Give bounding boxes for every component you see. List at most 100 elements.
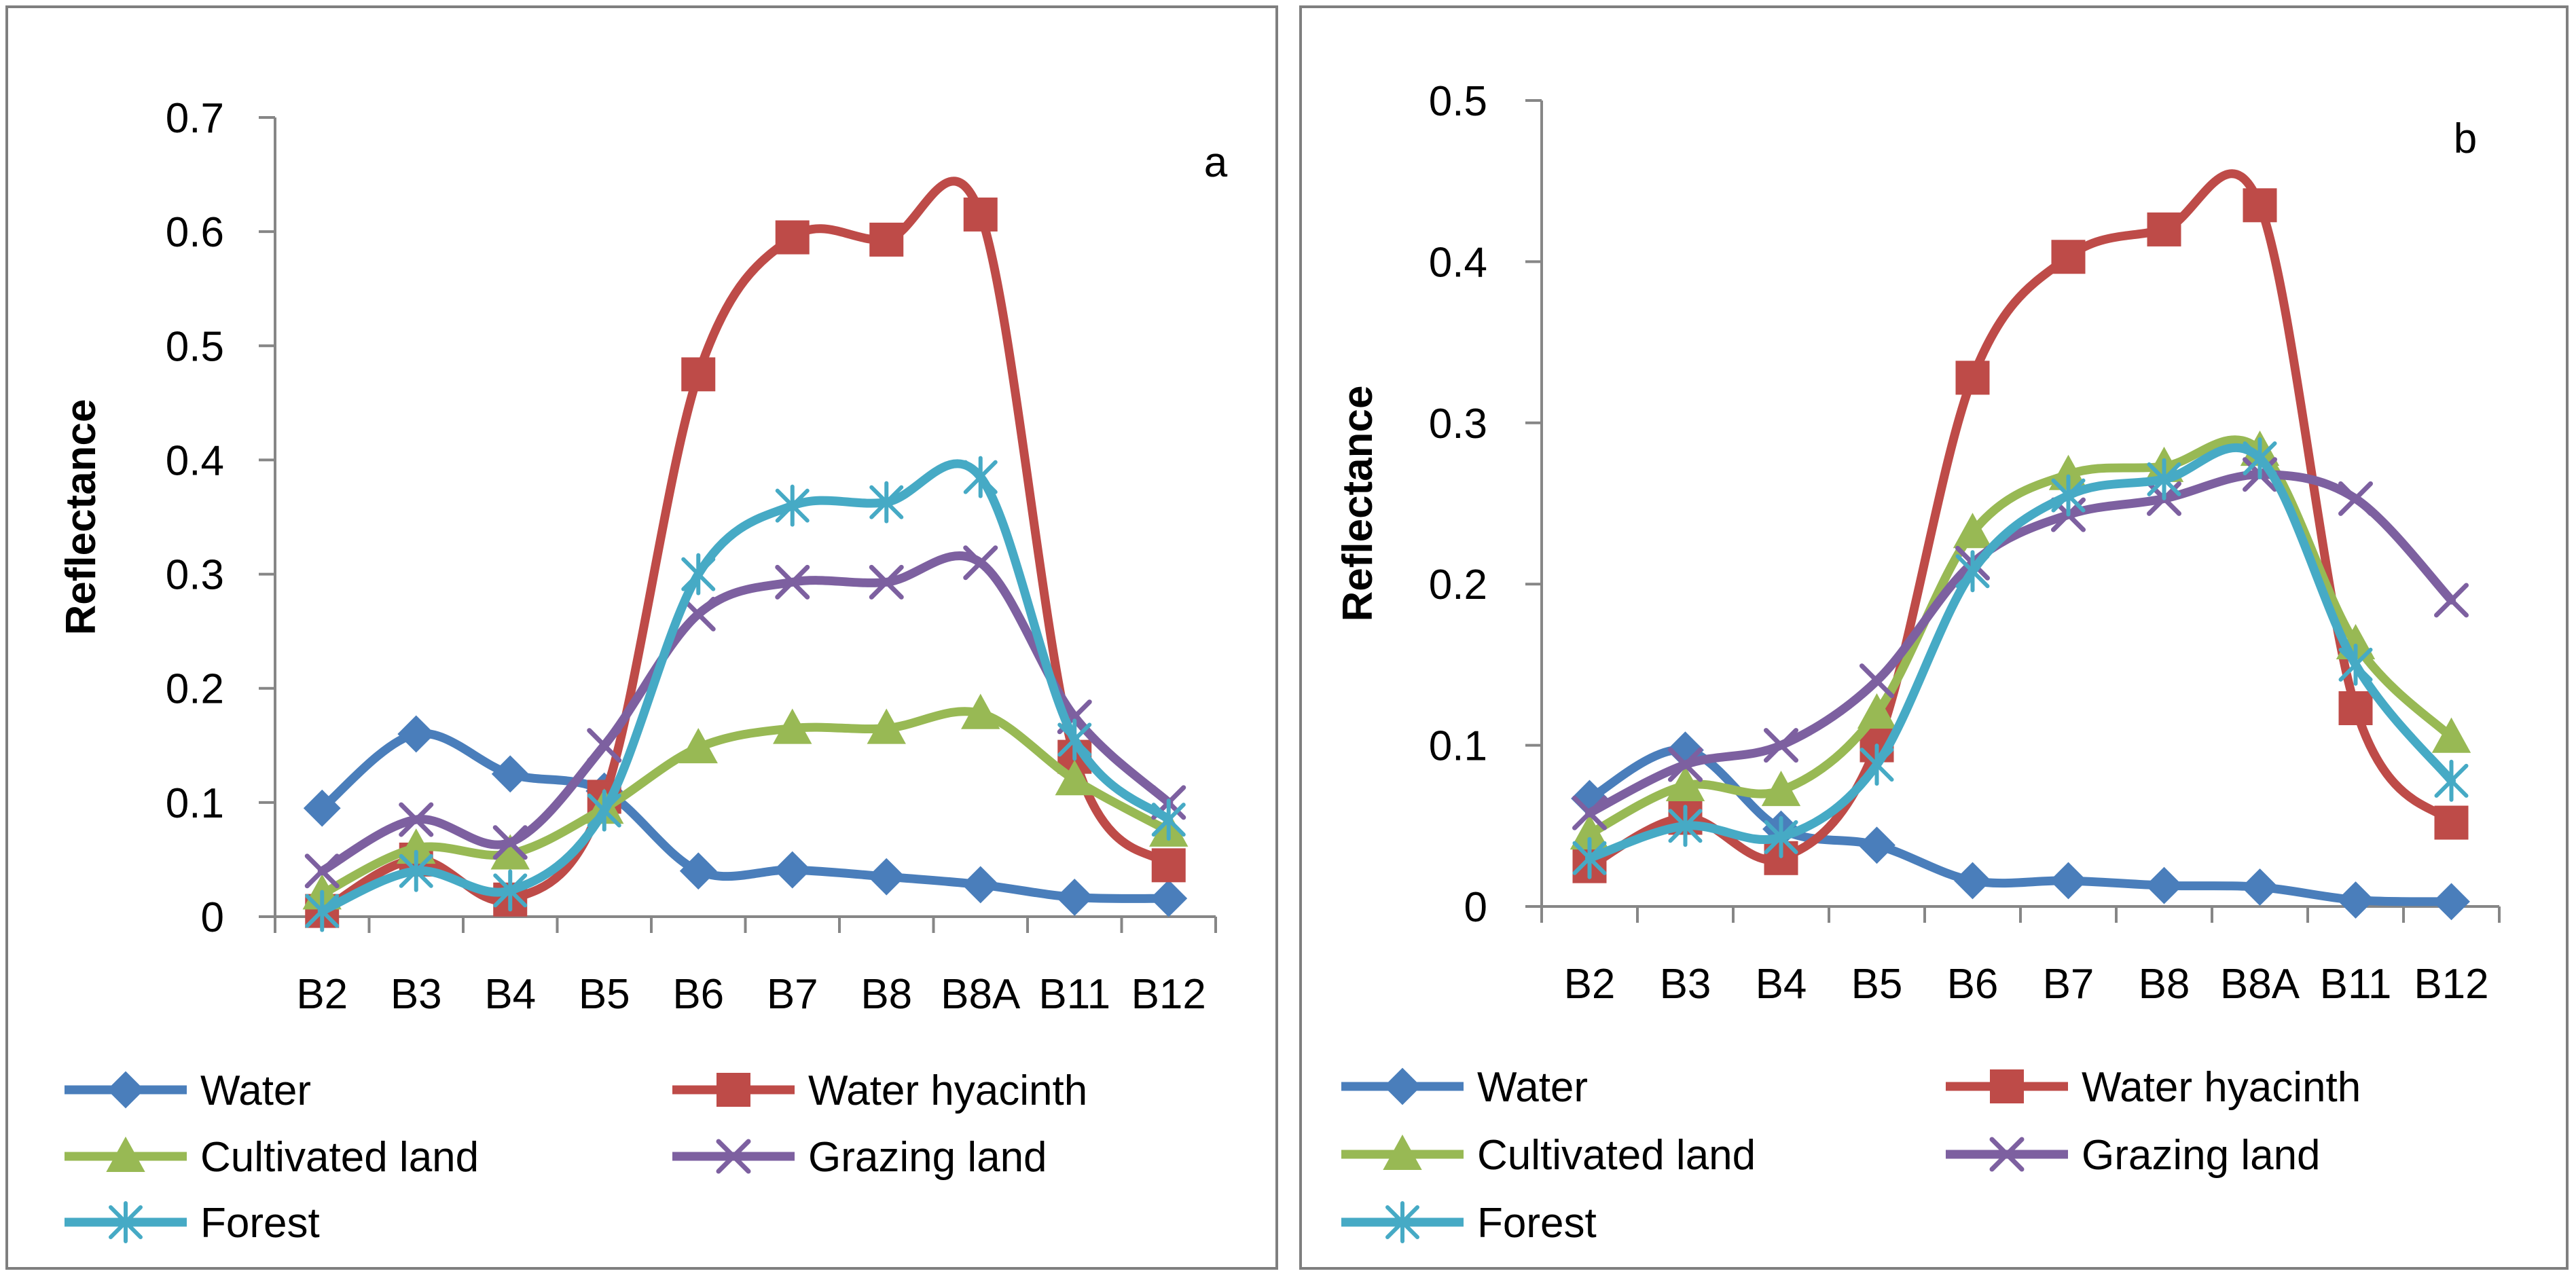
data-point-water: [2241, 868, 2279, 906]
data-point-cultivated-land: [1953, 513, 1993, 549]
legend-marker-grazing-land: [1989, 1137, 2025, 1172]
series-line-cultivated-land: [1585, 435, 2456, 839]
data-point-water: [2433, 883, 2470, 921]
legend-item-water: Water: [65, 1067, 311, 1114]
x-tick-label: B5: [1851, 961, 1903, 1008]
legend-item-forest: Forest: [1341, 1200, 1597, 1247]
x-tick-label: B8A: [941, 971, 1021, 1018]
data-point-water: [1150, 879, 1188, 917]
x-tick-label: B4: [1756, 961, 1807, 1008]
data-point-forest: [963, 456, 998, 498]
legend: Water Water hyacinth Cultivated land Grazin…: [65, 1067, 1087, 1247]
data-point-water-hyacinth: [963, 197, 998, 232]
data-point-water: [303, 789, 341, 827]
x-tick-label: B8: [2139, 961, 2190, 1008]
x-tick-label: B12: [2414, 961, 2488, 1008]
data-point-water-hyacinth: [681, 357, 716, 392]
data-point-cultivated-land: [1857, 693, 1897, 729]
data-point-cultivated-land: [867, 708, 906, 744]
data-point-forest: [1668, 805, 1703, 847]
y-tick-label: 0.5: [166, 323, 224, 370]
legend-marker-cultivated-land: [106, 1136, 145, 1172]
x-tick-label: B8: [860, 971, 912, 1018]
data-point-forest: [2147, 458, 2181, 500]
data-point-water: [679, 852, 717, 890]
y-tick-label: 0.1: [1429, 723, 1487, 770]
data-point-water: [1055, 879, 1093, 916]
legend-marker-forest: [109, 1201, 143, 1243]
panel-a: 0 0.1 0.2 0.3 0.4 0.5 0.6 0.7 B2 B3 B4 B5 B6 B7 B8 B8A B…: [5, 5, 1278, 1270]
series-line-water: [317, 729, 1174, 903]
y-tick-label: 0.2: [1429, 562, 1487, 608]
x-tick-label: B2: [296, 971, 348, 1018]
legend-label: Forest: [1477, 1200, 1597, 1247]
legend-marker-water: [107, 1071, 145, 1109]
data-point-water-hyacinth: [2338, 691, 2373, 725]
data-point-grazing-land: [963, 545, 998, 581]
data-point-cultivated-land: [678, 728, 718, 764]
data-point-forest: [1955, 550, 1990, 593]
data-point-grazing-land: [304, 854, 340, 889]
data-point-grazing-land: [1668, 747, 1703, 782]
legend-item-grazing-land: Grazing land: [672, 1134, 1047, 1181]
data-point-forest: [587, 789, 621, 832]
data-point-water: [2337, 881, 2374, 919]
data-point-water: [397, 715, 435, 753]
data-point-grazing-land: [1572, 795, 1607, 830]
data-point-water: [1954, 862, 1991, 900]
x-tick-label: B12: [1131, 971, 1206, 1018]
y-tick-label: 0: [201, 894, 224, 941]
x-tick-label: B6: [672, 971, 724, 1018]
legend-marker-cultivated-land: [1383, 1134, 1422, 1170]
panel-b: 0 0.1 0.2 0.3 0.4 0.5 B2 B3 B4 B5 B6 B7 B8 B8A B11 B12 R…: [1299, 5, 2569, 1270]
x-tick-label: B6: [1947, 961, 1999, 1008]
y-tick-label: 0.5: [1429, 78, 1487, 125]
y-tick-label: 0.4: [1429, 239, 1487, 286]
y-tick-label: 0.3: [166, 552, 224, 599]
x-tick-label: B7: [767, 971, 818, 1018]
legend-label: Water: [200, 1067, 311, 1114]
data-point-forest: [399, 849, 433, 892]
data-point-cultivated-land: [1761, 770, 1801, 807]
series-water: [303, 715, 1188, 917]
legend-label: Forest: [200, 1200, 320, 1247]
data-point-forest: [1057, 718, 1092, 761]
y-tick-label: 0.1: [166, 780, 224, 827]
x-tick-label: B3: [1660, 961, 1711, 1008]
x-tick-label: B2: [1564, 961, 1616, 1008]
data-point-forest: [1860, 744, 1894, 786]
data-point-forest: [681, 553, 716, 595]
data-point-water: [1858, 826, 1895, 864]
x-tick-label: B5: [579, 971, 630, 1018]
axes: 0 0.1 0.2 0.3 0.4 0.5 0.6 0.7 B2 B3 B4 B5 B6 B7 B8 B8A B…: [166, 95, 1217, 1018]
data-point-cultivated-land: [961, 693, 1000, 729]
legend-item-water-hyacinth: Water hyacinth: [672, 1067, 1087, 1114]
data-point-water: [867, 858, 905, 896]
data-point-grazing-land: [775, 564, 810, 600]
series-group: [302, 177, 1189, 932]
series-forest: [1572, 437, 2469, 879]
axes: 0 0.1 0.2 0.3 0.4 0.5 B2 B3 B4 B5 B6 B7 B8 B8A B11 B12: [1429, 78, 2501, 1008]
x-tick-label: B3: [391, 971, 442, 1018]
series-grazing-land: [304, 545, 1186, 889]
x-tick-label: B11: [1038, 971, 1110, 1018]
data-point-water-hyacinth: [2434, 805, 2469, 840]
legend-marker-water-hyacinth: [1990, 1069, 2024, 1103]
legend-label: Grazing land: [2082, 1132, 2321, 1179]
data-point-cultivated-land: [1665, 765, 1705, 801]
data-point-forest: [493, 869, 528, 912]
y-tick-label: 0: [1464, 884, 1487, 931]
data-point-grazing-land: [2434, 583, 2469, 618]
legend-label: Water hyacinth: [2082, 1064, 2361, 1111]
legend-label: Cultivated land: [1477, 1132, 1756, 1179]
legend-item-grazing-land: Grazing land: [1946, 1132, 2321, 1179]
data-point-forest: [1151, 799, 1186, 841]
data-point-water-hyacinth: [2147, 212, 2181, 246]
data-point-water-hyacinth: [2051, 240, 2086, 274]
data-point-water-hyacinth: [869, 222, 904, 257]
data-point-water-hyacinth: [1151, 848, 1186, 883]
data-point-cultivated-land: [773, 708, 812, 744]
legend-item-forest: Forest: [65, 1200, 320, 1247]
series-line-forest: [317, 459, 1174, 916]
y-tick-label: 0.2: [166, 666, 224, 713]
